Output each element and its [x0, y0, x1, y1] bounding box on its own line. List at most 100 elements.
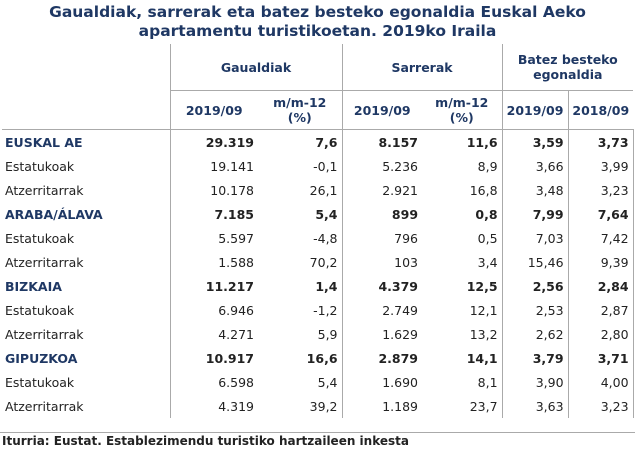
- row-label: Atzerritarrak: [5, 326, 84, 342]
- cell-gaualdiak-2019: 4.319: [169, 394, 258, 418]
- cell-gaualdiak-2019: 6.946: [169, 298, 258, 322]
- header-corner-2: [2, 90, 170, 130]
- row-label: Estatukoak: [5, 374, 75, 390]
- cell-sarrerak-2019: 4.379: [341, 274, 423, 298]
- cell-gaualdiak-2019: 19.141: [169, 154, 258, 178]
- cell-egonaldia-2019: 3,48: [501, 178, 569, 202]
- cell-gaualdiak-change: 5,4: [315, 206, 338, 222]
- row-label: Atzerritarrak: [5, 182, 84, 198]
- data-table: Gaualdiak Sarrerak Batez besteko egonald…: [2, 44, 634, 418]
- row-label: GIPUZKOA: [5, 350, 78, 366]
- cell-gaualdiak-change: 5,4: [317, 374, 338, 390]
- cell-sarrerak-change: 0,8: [475, 206, 498, 222]
- header-egonaldia: Batez besteko egonaldia: [501, 44, 634, 91]
- header-col-gau-change: m/m-12 (%): [258, 90, 343, 130]
- cell-sarrerak-2019: 5.236: [341, 154, 423, 178]
- header-col-sar-change: m/m-12 (%): [422, 90, 503, 130]
- cell-sarrerak-2019: 2.879: [341, 346, 423, 370]
- cell-egonaldia-2018: 2,84: [567, 274, 634, 298]
- row-label: Atzerritarrak: [5, 398, 84, 414]
- table-row: Estatukoak 6.598 5,4 1.690 8,1 3,90 4,00: [2, 370, 634, 394]
- cell-gaualdiak-change: 39,2: [309, 398, 338, 414]
- cell-gaualdiak-change: -4,8: [313, 230, 338, 246]
- cell-gaualdiak-change: 5,9: [317, 326, 338, 342]
- cell-egonaldia-2019: 15,46: [501, 250, 569, 274]
- row-label: Estatukoak: [5, 230, 75, 246]
- row-label: Atzerritarrak: [5, 254, 84, 270]
- cell-sarrerak-change: 0,5: [477, 230, 498, 246]
- cell-sarrerak-2019: 8.157: [341, 129, 423, 154]
- cell-egonaldia-2019: 3,59: [501, 129, 569, 154]
- cell-gaualdiak-2019: 5.597: [169, 226, 258, 250]
- header-col-ego-2019: 2019/09: [501, 90, 569, 130]
- cell-egonaldia-2019: 3,63: [501, 394, 569, 418]
- table-row: ARABA/ÁLAVA 7.185 5,4 899 0,8 7,99 7,64: [2, 202, 634, 226]
- cell-sarrerak-2019: 1.189: [341, 394, 423, 418]
- table-row: Estatukoak 6.946 -1,2 2.749 12,1 2,53 2,87: [2, 298, 634, 322]
- cell-egonaldia-2018: 9,39: [567, 250, 634, 274]
- cell-egonaldia-2019: 3,79: [501, 346, 569, 370]
- cell-gaualdiak-2019: 1.588: [169, 250, 258, 274]
- header-col-gau-period: 2019/09: [169, 90, 258, 130]
- cell-egonaldia-2018: 2,87: [567, 298, 634, 322]
- cell-gaualdiak-change: 26,1: [309, 182, 338, 198]
- cell-egonaldia-2019: 2,56: [501, 274, 569, 298]
- header-col-sar-change-l1: m/m-12: [435, 95, 489, 110]
- cell-gaualdiak-2019: 6.598: [169, 370, 258, 394]
- cell-gaualdiak-change: -0,1: [313, 158, 338, 174]
- cell-egonaldia-2018: 2,80: [567, 322, 634, 346]
- table-row: Atzerritarrak 1.588 70,2 103 3,4 15,46 9,39: [2, 250, 634, 274]
- table-row: Estatukoak 19.141 -0,1 5.236 8,9 3,66 3,99: [2, 154, 634, 178]
- cell-gaualdiak-change: 1,4: [315, 278, 338, 294]
- cell-sarrerak-change: 3,4: [477, 254, 498, 270]
- table-row: Atzerritarrak 10.178 26,1 2.921 16,8 3,48 3,23: [2, 178, 634, 202]
- cell-gaualdiak-2019: 10.917: [169, 346, 258, 370]
- cell-sarrerak-2019: 2.749: [341, 298, 423, 322]
- cell-egonaldia-2018: 3,99: [567, 154, 634, 178]
- cell-egonaldia-2019: 7,03: [501, 226, 569, 250]
- cell-egonaldia-2018: 3,23: [567, 394, 634, 418]
- header-col-gau-change-l2: (%): [287, 110, 312, 125]
- cell-sarrerak-change: 8,1: [477, 374, 498, 390]
- header-egonaldia-line2: egonaldia: [533, 67, 603, 82]
- cell-gaualdiak-change: 70,2: [309, 254, 338, 270]
- header-sarrerak: Sarrerak: [341, 44, 503, 91]
- cell-sarrerak-change: 12,1: [469, 302, 498, 318]
- cell-sarrerak-2019: 1.629: [341, 322, 423, 346]
- cell-egonaldia-2018: 7,42: [567, 226, 634, 250]
- row-label: Estatukoak: [5, 302, 75, 318]
- cell-gaualdiak-2019: 11.217: [169, 274, 258, 298]
- cell-sarrerak-change: 11,6: [466, 134, 498, 150]
- cell-egonaldia-2019: 2,53: [501, 298, 569, 322]
- table-row: EUSKAL AE 29.319 7,6 8.157 11,6 3,59 3,73: [2, 129, 634, 154]
- cell-egonaldia-2019: 3,66: [501, 154, 569, 178]
- cell-sarrerak-2019: 2.921: [341, 178, 423, 202]
- cell-sarrerak-change: 13,2: [469, 326, 498, 342]
- cell-gaualdiak-change: 7,6: [315, 134, 338, 150]
- cell-gaualdiak-change: 16,6: [306, 350, 338, 366]
- header-col-ego-2018: 2018/09: [567, 90, 634, 130]
- title-line-2: apartamentu turistikoetan. 2019ko Iraila: [138, 22, 497, 40]
- cell-gaualdiak-change: -1,2: [313, 302, 338, 318]
- cell-sarrerak-change: 8,9: [477, 158, 498, 174]
- cell-gaualdiak-2019: 4.271: [169, 322, 258, 346]
- cell-egonaldia-2019: 2,62: [501, 322, 569, 346]
- cell-gaualdiak-2019: 10.178: [169, 178, 258, 202]
- header-gaualdiak: Gaualdiak: [169, 44, 343, 91]
- cell-sarrerak-2019: 796: [341, 226, 423, 250]
- cell-sarrerak-change: 23,7: [469, 398, 498, 414]
- cell-egonaldia-2018: 7,64: [567, 202, 634, 226]
- table-title: Gaualdiak, sarrerak eta batez besteko eg…: [0, 3, 635, 41]
- cell-egonaldia-2018: 3,73: [567, 129, 634, 154]
- table-row: Atzerritarrak 4.271 5,9 1.629 13,2 2,62 2,80: [2, 322, 634, 346]
- row-label: Estatukoak: [5, 158, 75, 174]
- header-col-gau-change-l1: m/m-12: [273, 95, 327, 110]
- cell-egonaldia-2018: 4,00: [567, 370, 634, 394]
- table-body: EUSKAL AE 29.319 7,6 8.157 11,6 3,59 3,73 Estat…: [2, 129, 634, 418]
- cell-sarrerak-2019: 103: [341, 250, 423, 274]
- cell-sarrerak-change: 14,1: [466, 350, 498, 366]
- cell-sarrerak-2019: 899: [341, 202, 423, 226]
- header-col-sar-change-l2: (%): [449, 110, 474, 125]
- table-row: GIPUZKOA 10.917 16,6 2.879 14,1 3,79 3,71: [2, 346, 634, 370]
- cell-egonaldia-2019: 7,99: [501, 202, 569, 226]
